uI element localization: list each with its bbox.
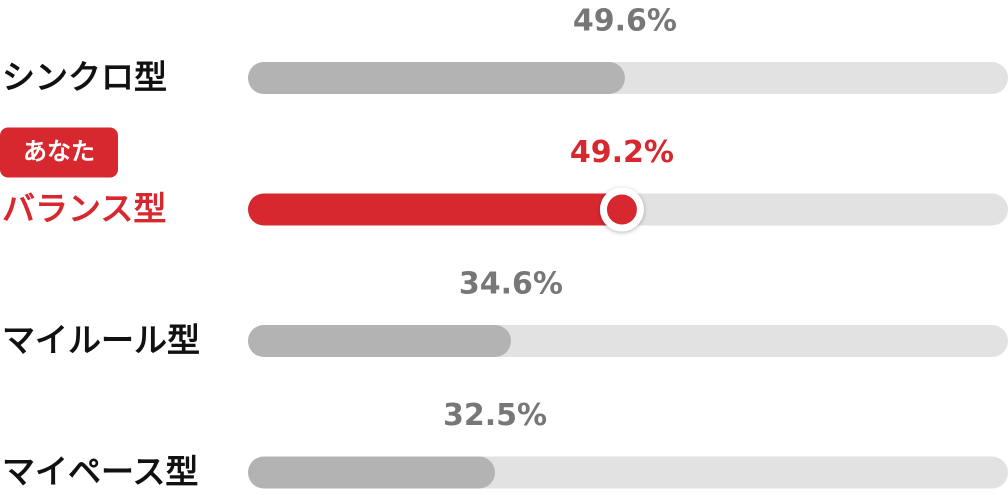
- marker-dot: [606, 194, 637, 225]
- category-label: シンクロ型: [2, 58, 167, 97]
- bar: [248, 62, 625, 94]
- bar: [248, 325, 511, 357]
- category-label: バランス型: [2, 189, 166, 228]
- category-label: マイルール型: [2, 321, 200, 360]
- badge: [0, 127, 118, 178]
- badge-label: あなた: [23, 138, 95, 166]
- category-label: マイペース型: [2, 452, 198, 491]
- bar: [248, 456, 495, 489]
- value-label: 34.6%: [459, 267, 563, 302]
- bar: [248, 193, 622, 226]
- value-label: 49.2%: [570, 135, 674, 170]
- value-label: 32.5%: [443, 398, 547, 433]
- value-label: 49.6%: [573, 4, 677, 39]
